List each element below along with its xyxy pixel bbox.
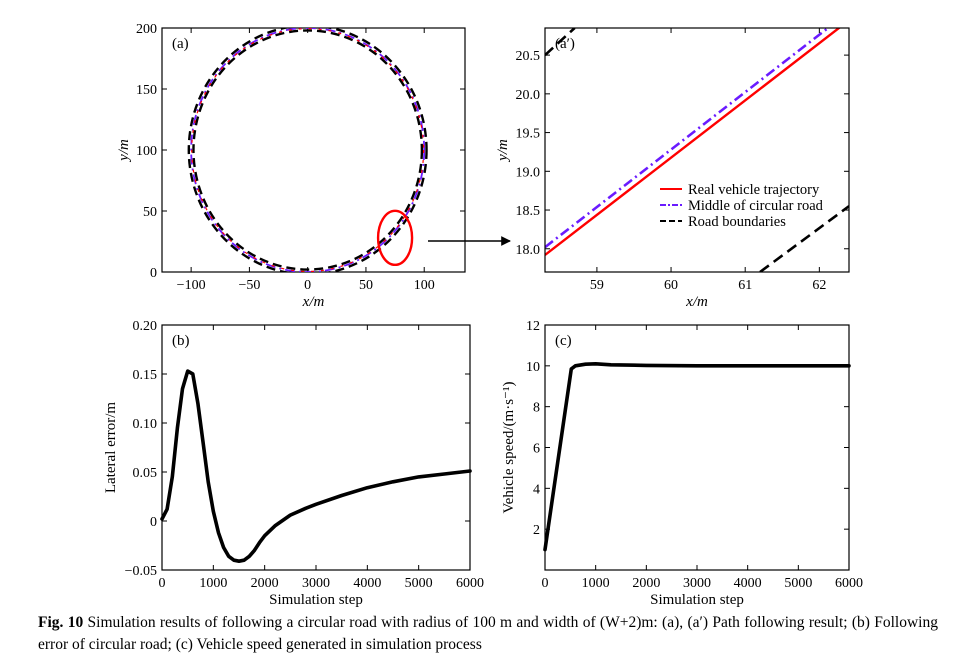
panel-a-ytick-label: 50: [143, 205, 157, 220]
panel-a-xlabel: x/m: [302, 294, 325, 310]
panel-a-prime-ytick-label: 20.5: [516, 49, 541, 64]
panel-a-prime-ytick-label: 19.5: [516, 127, 541, 142]
panel-a-prime-xtick-label: 60: [664, 278, 678, 293]
panel-b-data-line: [160, 369, 472, 563]
panel-c-ylabel: Vehicle speed/(m·s⁻¹): [501, 382, 517, 514]
panel-a-prime-ytick-label: 19.0: [516, 165, 541, 180]
panel-b-xlabel: Simulation step: [269, 592, 363, 608]
legend-label-1: Middle of circular road: [688, 198, 824, 214]
panel-a-road-boundary-inner: [192, 29, 424, 271]
panel-b-xtick-label: 2000: [251, 576, 279, 591]
caption-fig-label: Fig. 10: [38, 614, 84, 631]
panel-c-panel-label: (c): [555, 333, 572, 349]
panel-c-xtick-label: 6000: [835, 576, 863, 591]
panel-c-ytick-label: 2: [533, 523, 540, 538]
panel-b-xtick-label: 3000: [302, 576, 330, 591]
panel-b-xtick-label: 5000: [405, 576, 433, 591]
panel-a-road-boundary-outer: [187, 28, 428, 272]
panel-a-prime-road-boundary: [759, 205, 849, 272]
panel-a-prime-xtick-label: 61: [738, 278, 752, 293]
panel-b-plot-frame: [161, 324, 471, 571]
panel-a-prime-plot-frame: [544, 27, 850, 273]
panel-b-panel-label: (b): [172, 333, 190, 349]
panel-a-prime-road-middle: [545, 28, 831, 249]
panel-a-xtick-label: 100: [414, 278, 435, 293]
panel-a-prime-xtick-label: 59: [590, 278, 604, 293]
panel-c-xtick-label: 2000: [632, 576, 660, 591]
panel-c-data-line: [543, 362, 851, 552]
panel-a-vehicle-trajectory: [191, 28, 425, 272]
panel-c-ytick-label: 8: [533, 401, 540, 416]
panel-a-zoom-highlight: [376, 209, 414, 267]
panel-b-xtick-label: 1000: [199, 576, 227, 591]
panel-c-ytick-label: 12: [526, 319, 540, 334]
panel-c-xtick-label: 5000: [784, 576, 812, 591]
panel-b-ytick-label: 0.10: [133, 417, 158, 432]
panel-b-xtick-label: 4000: [353, 576, 381, 591]
figure-caption: Fig. 10 Simulation results of following …: [38, 612, 938, 656]
panel-a-prime-panel-label: (a′): [555, 36, 575, 52]
panel-c-ytick-label: 10: [526, 360, 540, 375]
panel-a-prime-ytick-label: 20.0: [516, 88, 541, 103]
panel-a-prime-xtick-label: 62: [812, 278, 826, 293]
panel-a-prime-series-group: [545, 28, 849, 272]
panel-a-plot-frame: [161, 27, 466, 273]
panel-c-xtick-label: 0: [542, 576, 549, 591]
panel-a-chart: −100 −50 0 50 100 0 50 100 150 200 (a) x/m y/m: [116, 22, 466, 310]
panel-c-chart: 0 1000 2000 3000 4000 5000 6000 2 4 6 8 10 12 (c) Simu…: [501, 319, 863, 608]
panel-a-prime-chart: 59 60 61 62 18.0 18.5 19.0 19.5 20.0 20.5 (a′) x/m y…: [495, 27, 850, 310]
panel-b-xtick-label: 0: [159, 576, 166, 591]
panel-a-xtick-label: −50: [238, 278, 260, 293]
panel-c-plot-frame: [544, 324, 850, 571]
legend-label-2: Road boundaries: [688, 214, 786, 230]
panel-b-ytick-label: 0: [150, 515, 157, 530]
panel-a-ytick-label: 0: [150, 266, 157, 281]
panel-c-ytick-label: 6: [533, 442, 540, 457]
panel-a-ytick-label: 200: [136, 22, 157, 37]
panel-c-xtick-label: 1000: [582, 576, 610, 591]
panel-b-ytick-label: 0.15: [133, 368, 158, 383]
panel-a-ytick-label: 100: [136, 144, 157, 159]
panel-a-xtick-label: −100: [177, 278, 206, 293]
panel-a-prime-road-boundary: [545, 28, 576, 57]
panel-c-xlabel: Simulation step: [650, 592, 744, 608]
panel-a-prime-vehicle-trajectory: [545, 28, 841, 256]
panel-b-xtick-label: 6000: [456, 576, 484, 591]
panel-a-panel-label: (a): [172, 36, 189, 52]
panel-c-xtick-label: 4000: [734, 576, 762, 591]
legend-label-0: Real vehicle trajectory: [688, 182, 820, 198]
panel-b-ytick-label: 0.20: [133, 319, 158, 334]
panel-a-prime-ylabel: y/m: [495, 139, 511, 163]
panel-b-ylabel: Lateral error/m: [103, 402, 119, 494]
caption-text: Simulation results of following a circul…: [38, 614, 938, 653]
panel-b-ytick-label: 0.05: [133, 466, 158, 481]
panel-b-chart: 0 1000 2000 3000 4000 5000 6000−0.0500.050.100…: [103, 319, 484, 608]
panel-a-xtick-label: 50: [359, 278, 373, 293]
panel-c-xtick-label: 3000: [683, 576, 711, 591]
panel-a-series-group: [187, 28, 428, 272]
panel-a-prime-xlabel: x/m: [685, 294, 708, 310]
panel-a-xtick-label: 0: [304, 278, 311, 293]
panel-a-ytick-label: 150: [136, 83, 157, 98]
panel-a-prime-ytick-label: 18.0: [516, 243, 541, 258]
panel-c-ytick-label: 4: [533, 482, 540, 497]
panel-b-ytick-label: −0.05: [125, 564, 157, 579]
panel-a-prime-ytick-label: 18.5: [516, 204, 541, 219]
panel-a-ylabel: y/m: [116, 139, 132, 163]
